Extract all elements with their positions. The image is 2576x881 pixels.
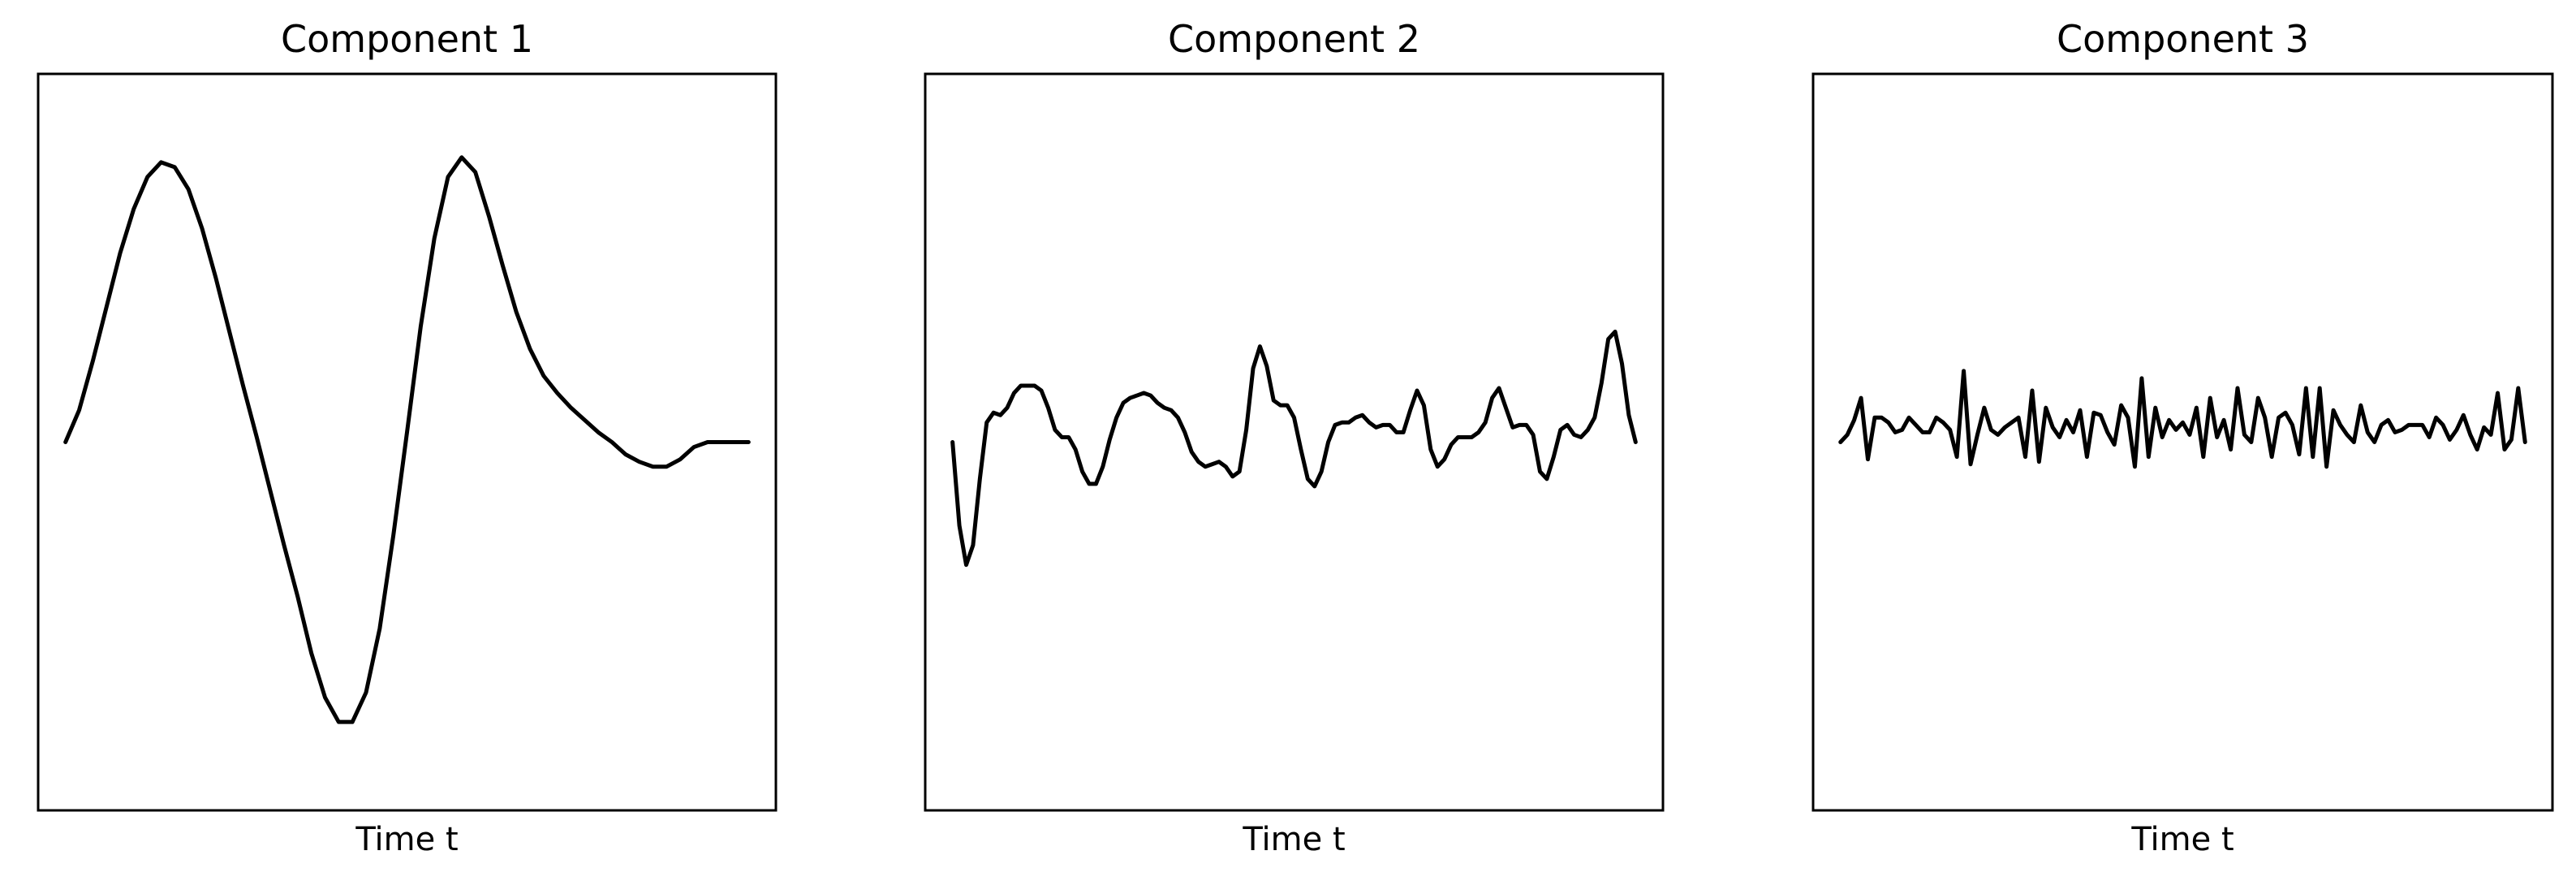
series-layer xyxy=(63,155,751,724)
panel-component-2: Component 2 Time t xyxy=(924,17,1665,858)
panel-title: Component 3 xyxy=(2057,17,2309,61)
panel-title: Component 1 xyxy=(281,17,533,61)
series-line-1 xyxy=(950,329,1638,568)
series-line-1 xyxy=(1838,369,2527,469)
panel-title: Component 2 xyxy=(1168,17,1420,61)
series-line-1 xyxy=(63,155,751,724)
panel-component-1: Component 1 Time t xyxy=(37,17,778,858)
series-layer xyxy=(1838,369,2527,469)
panel-component-3: Component 3 Time t xyxy=(1811,17,2554,858)
x-axis-label: Time t xyxy=(355,821,458,858)
plot-frame xyxy=(1811,72,2554,812)
plot-frame xyxy=(924,72,1665,812)
x-axis-label: Time t xyxy=(2130,821,2234,858)
series-layer xyxy=(950,329,1638,568)
x-axis-label: Time t xyxy=(1242,821,1345,858)
